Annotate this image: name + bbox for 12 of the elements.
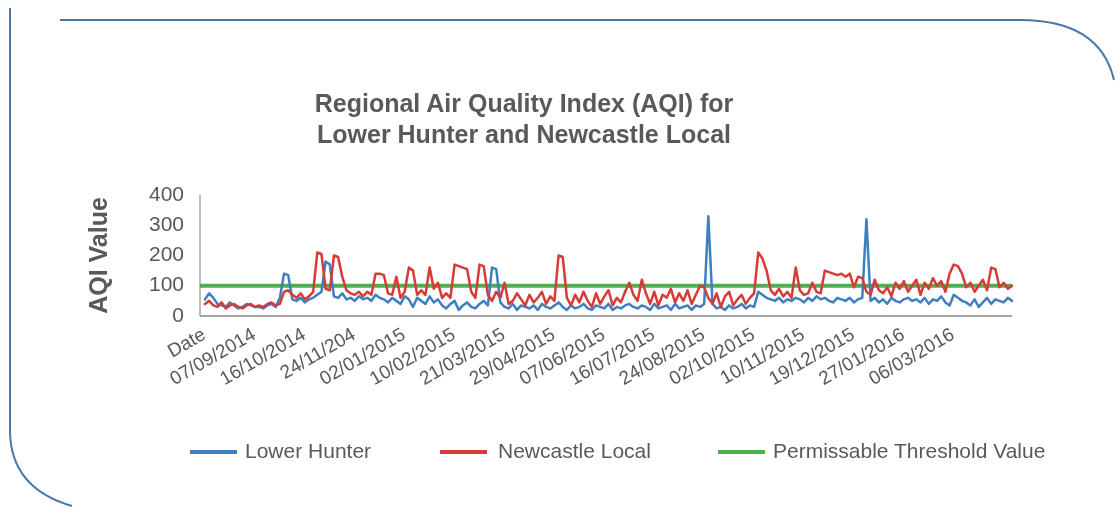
y-tick-label: 400 [148, 181, 184, 205]
line-series [203, 214, 1014, 312]
y-tick-label: 0 [172, 302, 184, 326]
y-tick-label: 100 [148, 272, 184, 296]
line-series [203, 251, 1014, 310]
legend-label: Permissable Threshold Value [773, 438, 1046, 462]
legend-label: Newcastle Local [498, 438, 651, 462]
y-tick-label: 200 [148, 242, 184, 266]
y-tick-label: 300 [148, 211, 184, 235]
legend-label: Lower Hunter [245, 438, 372, 462]
y-axis-title: AQI Value [83, 197, 112, 314]
chart-title: Regional Air Quality Index (AQI) for Lower Hunter and Newcastle Local [314, 89, 734, 148]
